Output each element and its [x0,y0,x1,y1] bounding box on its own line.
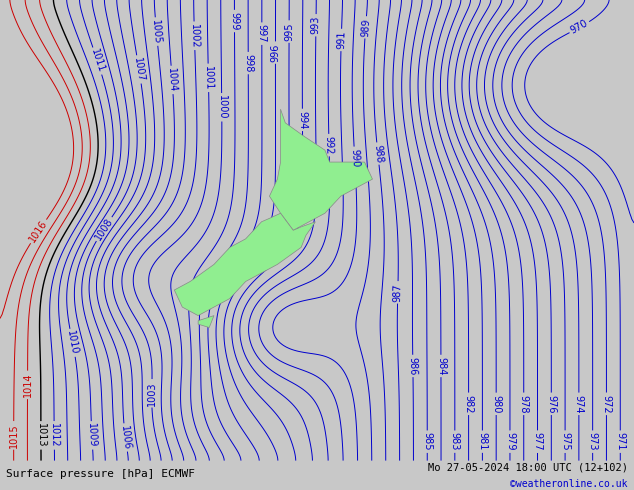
Text: 987: 987 [392,283,403,302]
Text: Mo 27-05-2024 18:00 UTC (12+102): Mo 27-05-2024 18:00 UTC (12+102) [428,463,628,473]
Text: ©weatheronline.co.uk: ©weatheronline.co.uk [510,479,628,489]
Text: 983: 983 [450,433,460,451]
Text: 979: 979 [505,432,515,451]
Text: 976: 976 [547,394,556,413]
Text: 999: 999 [230,12,240,30]
Text: 1014: 1014 [22,372,32,397]
Text: 1009: 1009 [86,423,98,448]
Text: 1001: 1001 [203,66,214,90]
Text: 981: 981 [477,433,488,451]
Text: 970: 970 [569,19,590,36]
Text: 994: 994 [297,111,307,129]
Text: 996: 996 [271,44,280,62]
Text: 1004: 1004 [166,67,178,93]
Text: 980: 980 [491,394,501,413]
Text: 1008: 1008 [93,216,115,242]
Text: 992: 992 [324,136,334,154]
Text: 998: 998 [243,54,253,73]
Text: 978: 978 [519,394,529,413]
Text: 1002: 1002 [189,24,200,48]
Text: 1003: 1003 [146,381,157,406]
Text: 985: 985 [422,432,432,451]
Text: 1005: 1005 [150,19,162,44]
Text: 1015: 1015 [9,423,19,448]
Text: 986: 986 [408,357,418,375]
Text: 1012: 1012 [49,423,60,448]
Polygon shape [198,316,214,327]
Text: 995: 995 [284,22,294,41]
Polygon shape [174,213,316,316]
Text: Surface pressure [hPa] ECMWF: Surface pressure [hPa] ECMWF [6,469,195,479]
Text: 988: 988 [372,144,384,163]
Text: 1006: 1006 [119,425,132,450]
Text: 982: 982 [463,394,474,413]
Text: 972: 972 [602,394,611,413]
Text: 991: 991 [336,31,347,49]
Text: 1010: 1010 [65,330,80,356]
Text: 984: 984 [436,357,446,375]
Text: 1007: 1007 [132,56,146,82]
Text: 977: 977 [533,432,543,451]
Text: 974: 974 [574,394,584,413]
Text: 1013: 1013 [36,423,46,448]
Polygon shape [269,109,373,230]
Text: 973: 973 [588,432,598,451]
Text: 1000: 1000 [217,95,227,120]
Text: 989: 989 [360,18,372,37]
Text: 993: 993 [311,16,321,34]
Text: 975: 975 [560,432,570,451]
Text: 971: 971 [615,432,625,451]
Text: 990: 990 [349,148,360,167]
Text: 997: 997 [257,24,267,43]
Text: 1011: 1011 [89,48,106,74]
Text: 1016: 1016 [27,219,49,245]
